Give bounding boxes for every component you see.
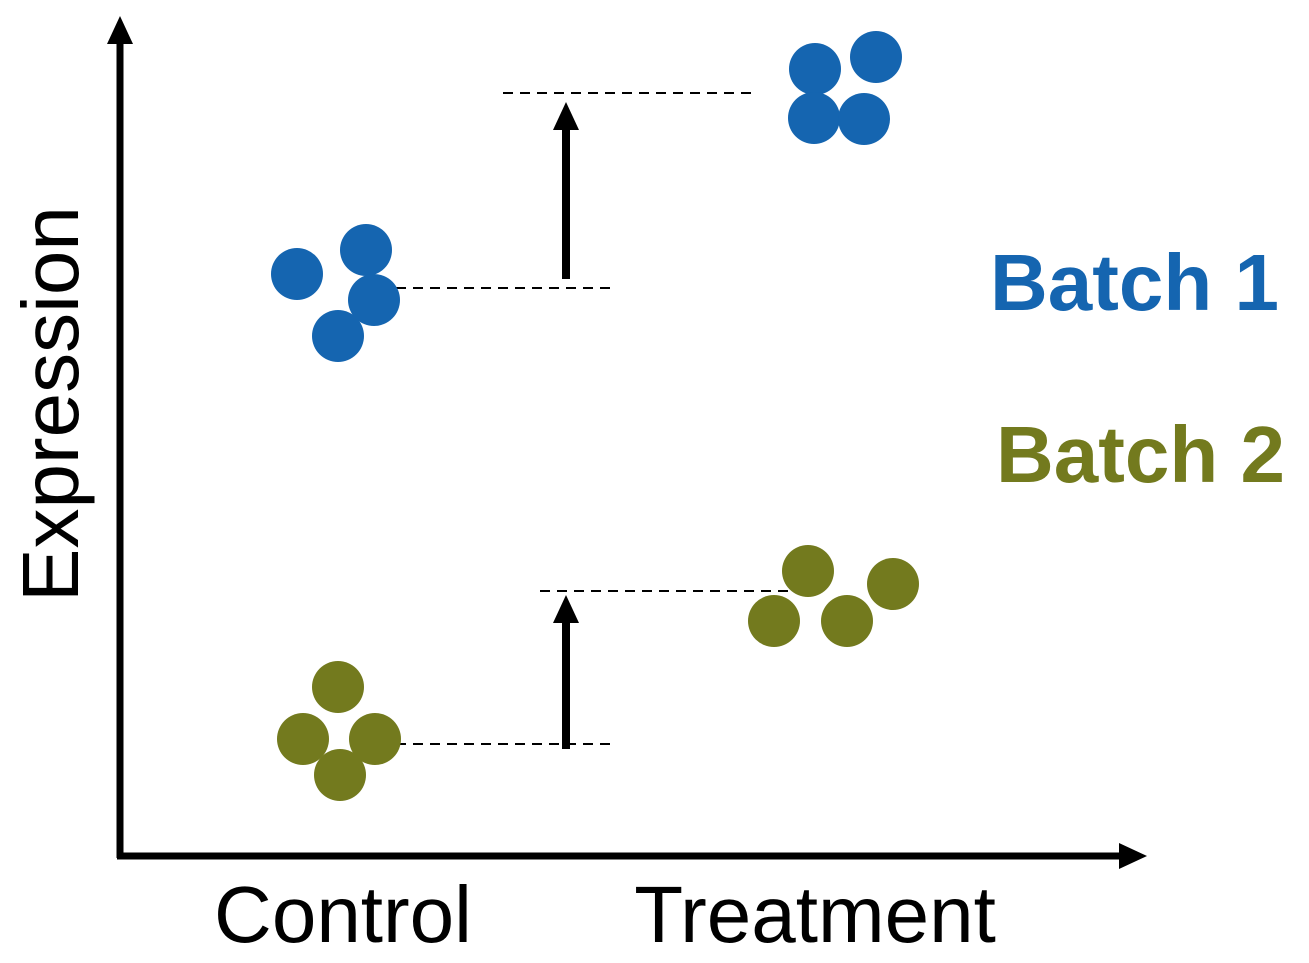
- batch2-control-cluster: [277, 661, 401, 801]
- batch1-treatment-dot: [789, 43, 841, 95]
- batch2-treatment-cluster: [748, 545, 919, 647]
- batch1-control-dot: [312, 310, 364, 362]
- batch1-effect-arrowhead: [553, 102, 579, 130]
- batch2-treatment-dot: [821, 595, 873, 647]
- batch1-treatment-dot: [850, 31, 902, 83]
- batch1-treatment-cluster: [788, 31, 902, 145]
- batch2-control-dot: [349, 713, 401, 765]
- reference-lines: [362, 92, 790, 745]
- legend-batch2-label: Batch 2: [996, 410, 1285, 499]
- batch1-treatment-dot: [788, 92, 840, 144]
- batch1-control-dot: [271, 248, 323, 300]
- batch2-treatment-dot: [748, 595, 800, 647]
- batch1-treatment-dot: [838, 93, 890, 145]
- axes: [107, 16, 1147, 869]
- batch1-control-cluster: [271, 224, 400, 362]
- batch2-effect-arrowhead: [553, 595, 579, 623]
- batch2-control-dot: [314, 749, 366, 801]
- batch1-control-dot: [348, 274, 400, 326]
- y-axis-arrowhead: [107, 16, 133, 44]
- y-axis-label: Expression: [6, 206, 95, 602]
- batch2-treatment-dot: [867, 558, 919, 610]
- x-category-control: Control: [214, 870, 472, 959]
- legend: Batch 1 Batch 2: [990, 238, 1285, 499]
- batch2-treatment-dot: [782, 545, 834, 597]
- batch2-control-dot: [277, 713, 329, 765]
- batch2-control-dot: [312, 661, 364, 713]
- x-category-treatment: Treatment: [634, 870, 996, 959]
- legend-batch1-label: Batch 1: [990, 238, 1279, 327]
- effect-arrows: [553, 102, 579, 749]
- batch1-control-dot: [340, 224, 392, 276]
- x-axis-arrowhead: [1119, 843, 1147, 869]
